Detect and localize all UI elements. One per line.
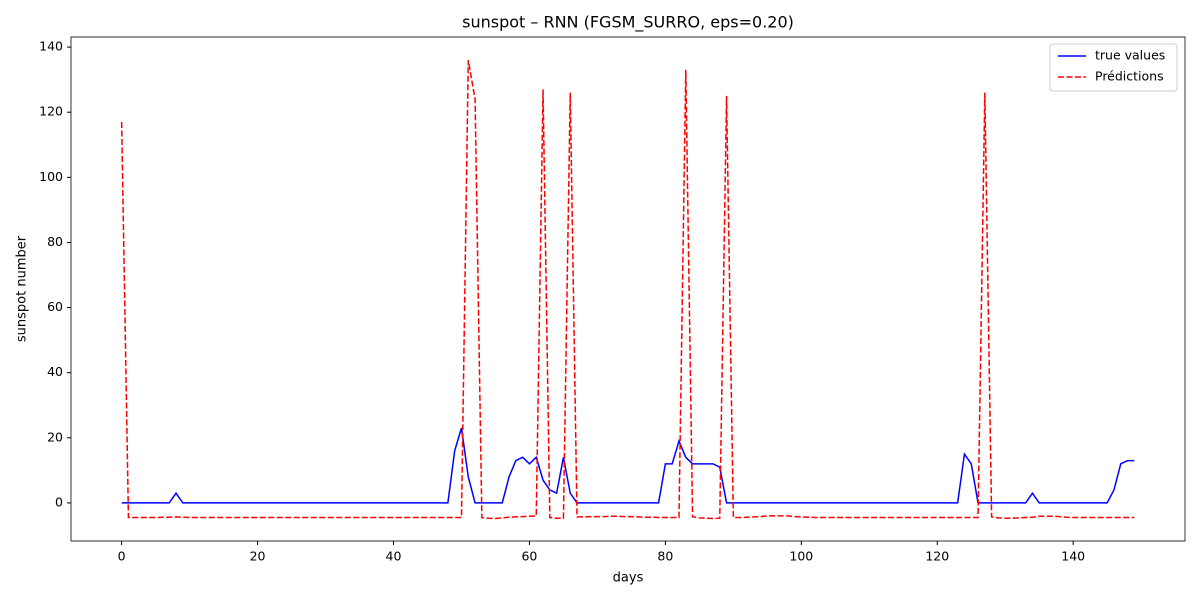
x-tick-label: 40 — [386, 549, 402, 564]
y-tick-label: 20 — [47, 429, 63, 444]
legend-label: Prédictions — [1095, 69, 1164, 84]
x-tick-label: 80 — [657, 549, 673, 564]
y-tick-label: 80 — [47, 234, 63, 249]
plot-frame — [70, 36, 1186, 542]
x-tick-label: 60 — [521, 549, 537, 564]
data-line — [120, 59, 1135, 520]
x-tick-label: 0 — [118, 549, 126, 564]
x-tick-label: 120 — [925, 549, 949, 564]
y-axis-label: sunspot number — [15, 235, 30, 342]
y-tick-label: 60 — [47, 299, 63, 314]
legend-label: true values — [1095, 48, 1165, 63]
y-tick-label: 40 — [47, 364, 63, 379]
chart-title: sunspot – RNN (FGSM_SURRO, eps=0.20) — [462, 13, 794, 33]
x-axis-label: days — [613, 571, 644, 586]
y-tick-label: 140 — [39, 39, 63, 54]
data-line — [121, 427, 1135, 504]
y-tick-label: 0 — [55, 494, 63, 509]
x-tick-label: 140 — [1061, 549, 1085, 564]
x-tick-label: 100 — [789, 549, 813, 564]
y-tick-label: 120 — [39, 104, 63, 119]
y-tick-label: 100 — [39, 169, 63, 184]
x-tick-label: 20 — [250, 549, 266, 564]
